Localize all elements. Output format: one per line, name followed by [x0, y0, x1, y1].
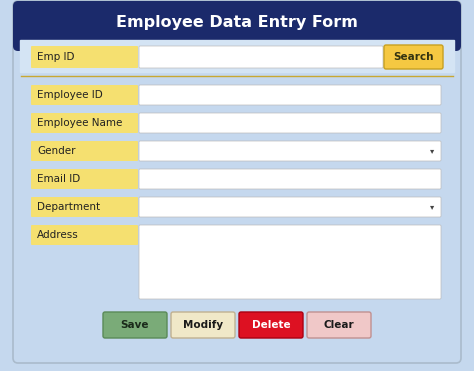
Text: Gender: Gender	[37, 146, 75, 156]
FancyBboxPatch shape	[139, 46, 383, 68]
Text: Employee Data Entry Form: Employee Data Entry Form	[116, 16, 358, 30]
Text: ▾: ▾	[430, 203, 434, 211]
FancyBboxPatch shape	[239, 312, 303, 338]
Text: Clear: Clear	[324, 320, 354, 330]
Text: ▾: ▾	[430, 147, 434, 155]
FancyBboxPatch shape	[139, 225, 441, 299]
Text: Employee ID: Employee ID	[37, 90, 103, 100]
Text: Email ID: Email ID	[37, 174, 80, 184]
Text: Address: Address	[37, 230, 79, 240]
FancyBboxPatch shape	[31, 169, 138, 189]
FancyBboxPatch shape	[31, 46, 138, 68]
FancyBboxPatch shape	[171, 312, 235, 338]
FancyBboxPatch shape	[103, 312, 167, 338]
FancyBboxPatch shape	[139, 85, 441, 105]
FancyBboxPatch shape	[139, 169, 441, 189]
FancyBboxPatch shape	[139, 113, 441, 133]
Text: Search: Search	[393, 52, 434, 62]
Text: Save: Save	[121, 320, 149, 330]
FancyBboxPatch shape	[31, 197, 138, 217]
FancyBboxPatch shape	[31, 85, 138, 105]
Text: Emp ID: Emp ID	[37, 52, 74, 62]
FancyBboxPatch shape	[13, 1, 461, 51]
Text: Employee Name: Employee Name	[37, 118, 122, 128]
Text: Modify: Modify	[183, 320, 223, 330]
Text: Delete: Delete	[252, 320, 290, 330]
FancyBboxPatch shape	[31, 113, 138, 133]
FancyBboxPatch shape	[31, 141, 138, 161]
Text: Department: Department	[37, 202, 100, 212]
FancyBboxPatch shape	[307, 312, 371, 338]
FancyBboxPatch shape	[139, 197, 441, 217]
FancyBboxPatch shape	[13, 1, 461, 363]
Bar	[18, 38, 456, 46]
FancyBboxPatch shape	[384, 45, 443, 69]
FancyBboxPatch shape	[139, 141, 441, 161]
Bar	[20, 40, 454, 72]
FancyBboxPatch shape	[31, 225, 138, 245]
